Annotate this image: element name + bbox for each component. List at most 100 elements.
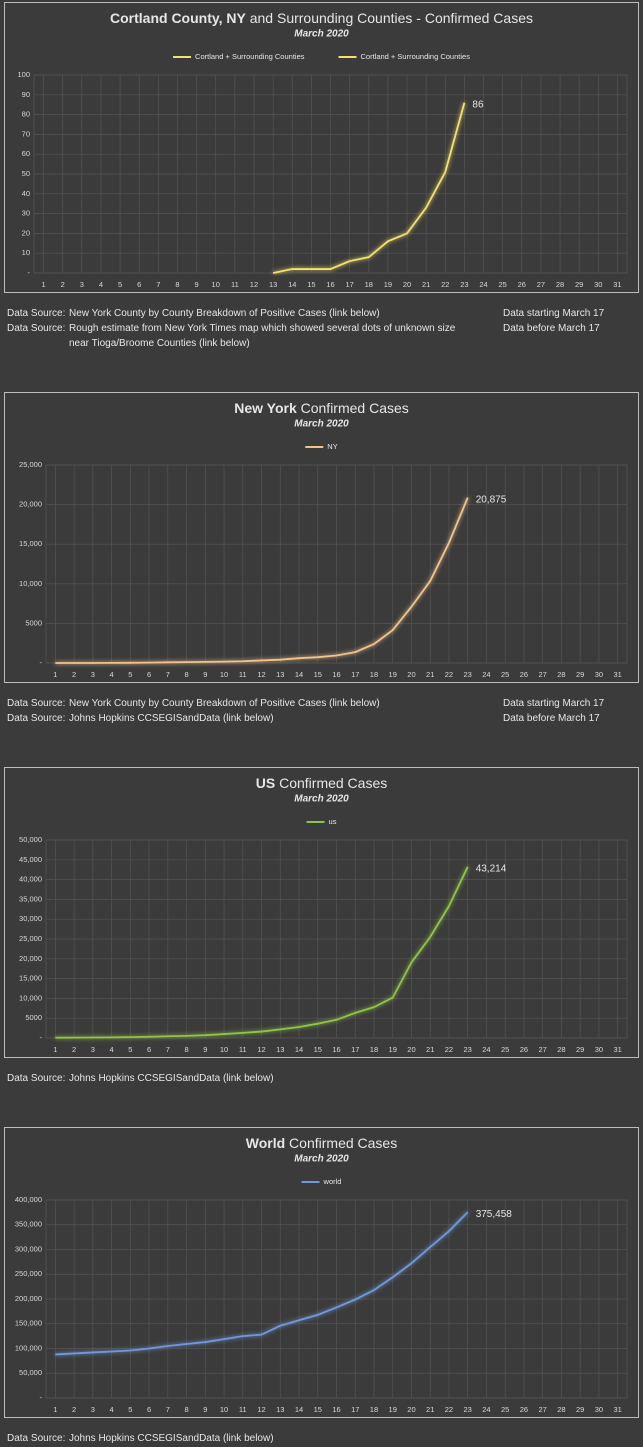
x-tick-label: 16 xyxy=(332,1405,340,1414)
x-tick-label: 16 xyxy=(332,670,340,679)
data-label: 20,875 xyxy=(476,494,507,505)
x-tick-label: 16 xyxy=(326,280,334,289)
x-tick-label: 30 xyxy=(595,1045,603,1054)
chart-subtitle: March 2020 xyxy=(294,29,349,40)
chart-panel: Cortland County, NY and Surrounding Coun… xyxy=(4,2,639,293)
x-tick-label: 5 xyxy=(118,280,122,289)
y-tick-label: 20,000 xyxy=(19,954,42,963)
x-tick-label: 27 xyxy=(538,1045,546,1054)
y-tick-label: 40,000 xyxy=(19,875,42,884)
x-tick-label: 23 xyxy=(460,280,468,289)
source-row: Data Source: Rough estimate from New York… xyxy=(7,321,637,351)
x-tick-label: 7 xyxy=(156,280,160,289)
x-tick-label: 22 xyxy=(445,670,453,679)
x-tick-label: 29 xyxy=(576,670,584,679)
legend-label: world xyxy=(323,1177,342,1186)
x-tick-label: 31 xyxy=(613,1045,621,1054)
x-tick-label: 4 xyxy=(99,280,103,289)
x-tick-label: 23 xyxy=(464,1405,472,1414)
x-tick-label: 21 xyxy=(422,280,430,289)
y-tick-label: 100,000 xyxy=(15,1343,42,1352)
x-tick-label: 29 xyxy=(576,1405,584,1414)
x-tick-label: 22 xyxy=(441,280,449,289)
x-tick-label: 1 xyxy=(41,280,45,289)
x-tick-label: 4 xyxy=(110,1045,114,1054)
x-tick-label: 20 xyxy=(403,280,411,289)
y-tick-label: 20,000 xyxy=(19,500,42,509)
y-tick-label: 5000 xyxy=(25,1013,42,1022)
x-tick-label: 26 xyxy=(520,1045,528,1054)
x-tick-label: 3 xyxy=(91,1045,95,1054)
y-tick-label: 30 xyxy=(22,209,30,218)
y-tick-label: 15,000 xyxy=(19,539,42,548)
title-bold: World xyxy=(246,1135,285,1151)
y-tick-label: 20 xyxy=(22,228,30,237)
source-note: Data starting March 17 xyxy=(503,308,605,319)
y-tick-label: 90 xyxy=(22,90,30,99)
title-rest: Confirmed Cases xyxy=(297,400,409,416)
y-tick-label: 45,000 xyxy=(19,855,42,864)
x-tick-label: 14 xyxy=(295,1405,303,1414)
chart-subtitle: March 2020 xyxy=(294,1154,349,1165)
x-tick-label: 6 xyxy=(147,1045,151,1054)
y-tick-label: 15,000 xyxy=(19,974,42,983)
x-tick-label: 18 xyxy=(365,280,373,289)
source-text: Johns Hopkins CCSEGISandData (link below… xyxy=(69,1433,274,1444)
x-tick-label: 27 xyxy=(538,1405,546,1414)
x-tick-label: 28 xyxy=(557,670,565,679)
y-tick-label: 25,000 xyxy=(19,934,42,943)
title-bold: Cortland County, NY xyxy=(110,10,247,26)
x-tick-label: 14 xyxy=(295,670,303,679)
x-tick-label: 2 xyxy=(61,280,65,289)
x-tick-label: 2 xyxy=(72,670,76,679)
chart-title: Cortland County, NY and Surrounding Coun… xyxy=(110,10,533,26)
x-tick-label: 26 xyxy=(520,670,528,679)
x-tick-label: 19 xyxy=(389,670,397,679)
x-tick-label: 18 xyxy=(370,1045,378,1054)
source-label: Data Source: xyxy=(7,713,66,724)
x-tick-label: 9 xyxy=(203,1045,207,1054)
x-tick-label: 22 xyxy=(445,1045,453,1054)
chart-title: World Confirmed Cases xyxy=(246,1135,397,1151)
x-tick-label: 28 xyxy=(557,1045,565,1054)
y-tick-label: 30,000 xyxy=(19,914,42,923)
title-rest: Confirmed Cases xyxy=(275,775,387,791)
y-tick-label: 300,000 xyxy=(15,1244,42,1253)
x-tick-label: 24 xyxy=(479,280,487,289)
data-sources: Data Source: Johns Hopkins CCSEGISandData… xyxy=(7,1431,637,1446)
x-tick-label: 7 xyxy=(166,670,170,679)
y-tick-label: 10,000 xyxy=(19,579,42,588)
x-tick-label: 20 xyxy=(407,1405,415,1414)
x-tick-label: 30 xyxy=(595,670,603,679)
x-tick-label: 10 xyxy=(212,280,220,289)
x-tick-label: 29 xyxy=(576,1045,584,1054)
x-tick-label: 19 xyxy=(389,1045,397,1054)
x-tick-label: 10 xyxy=(220,1045,228,1054)
source-label: Data Source: xyxy=(7,1073,66,1084)
x-tick-label: 15 xyxy=(314,670,322,679)
legend-label: us xyxy=(329,817,337,826)
x-tick-label: 28 xyxy=(556,280,564,289)
x-tick-label: 9 xyxy=(203,670,207,679)
x-tick-label: 7 xyxy=(166,1405,170,1414)
x-tick-label: 13 xyxy=(269,280,277,289)
data-sources: Data Source: Johns Hopkins CCSEGISandData… xyxy=(7,1071,637,1086)
x-tick-label: 3 xyxy=(91,670,95,679)
x-tick-label: 9 xyxy=(195,280,199,289)
x-tick-label: 24 xyxy=(482,1045,490,1054)
x-tick-label: 17 xyxy=(351,1405,359,1414)
y-tick-label: 35,000 xyxy=(19,894,42,903)
source-row: Data Source: New York County by County Br… xyxy=(7,306,637,321)
x-tick-label: 15 xyxy=(307,280,315,289)
x-tick-label: 23 xyxy=(464,1045,472,1054)
y-tick-label: 200,000 xyxy=(15,1294,42,1303)
source-row: Data Source: Johns Hopkins CCSEGISandData… xyxy=(7,1431,637,1446)
y-tick-label: 350,000 xyxy=(15,1220,42,1229)
chart-title: New York Confirmed Cases xyxy=(234,400,409,416)
y-tick-label: 50 xyxy=(22,169,30,178)
legend: NY xyxy=(305,442,338,451)
source-label: Data Source: xyxy=(7,308,66,319)
y-tick-label: 80 xyxy=(22,110,30,119)
series-line xyxy=(55,497,469,664)
